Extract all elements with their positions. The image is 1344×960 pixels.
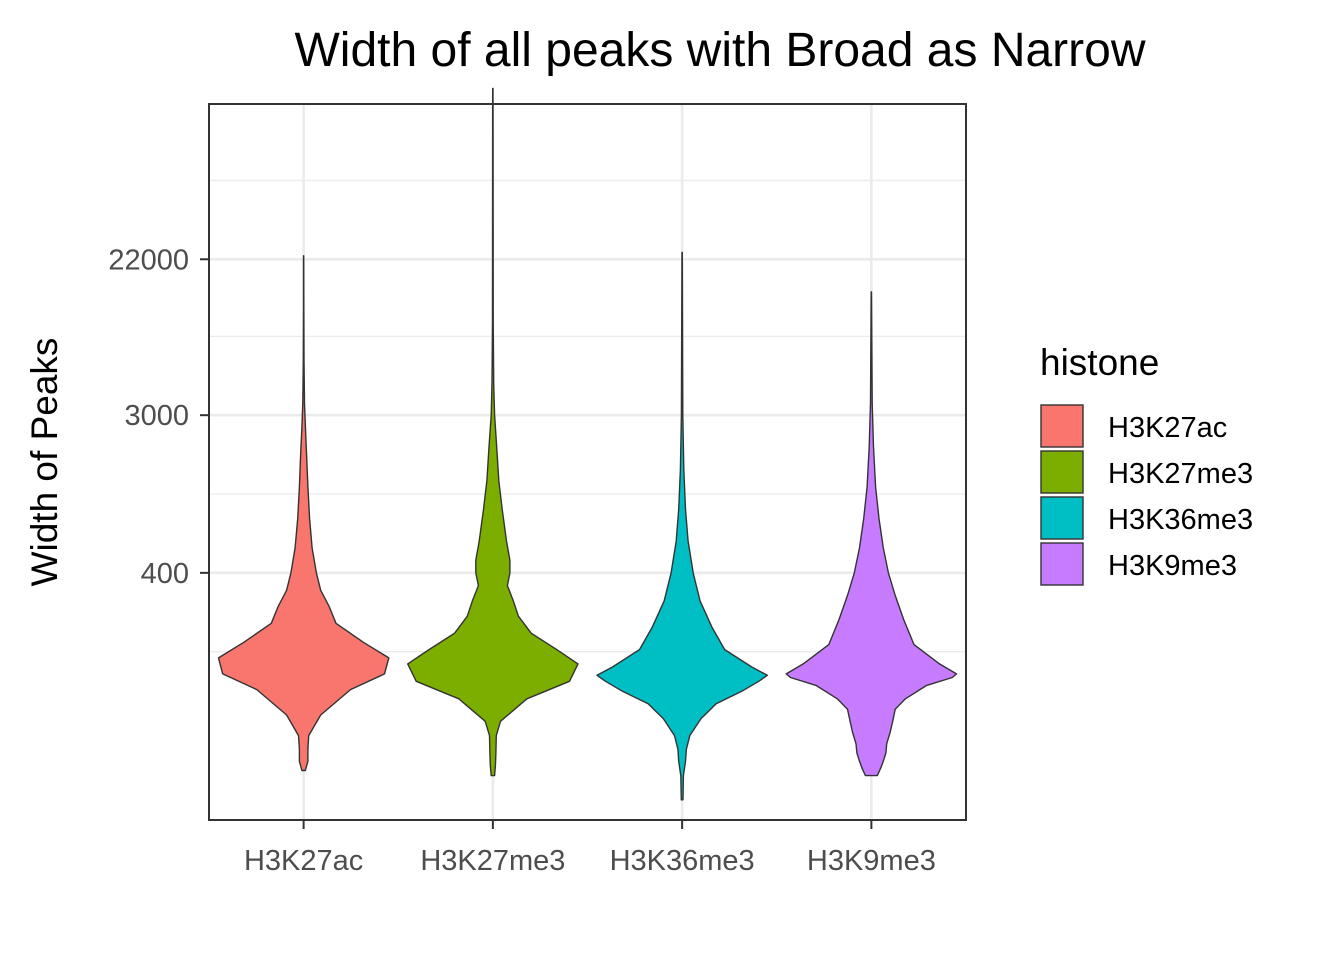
plot-panel <box>208 87 967 821</box>
panel-border <box>208 103 967 821</box>
chart-title: Width of all peaks with Broad as Narrow <box>294 24 1145 77</box>
legend-label: H3K36me3 <box>1108 504 1253 536</box>
legend-items: H3K27ac H3K27me3 H3K36me3 H3K9me3 <box>1040 404 1253 586</box>
x-tick-label: H3K36me3 <box>610 845 755 877</box>
legend-swatch <box>1040 450 1084 494</box>
x-tick-label: H3K27me3 <box>420 845 565 877</box>
y-axis-title: Width of Peaks <box>24 338 65 587</box>
y-axis: 400 3000 22000 <box>108 244 209 590</box>
violin-h3k27me3 <box>407 87 579 777</box>
x-axis: H3K27ac H3K27me3 H3K36me3 H3K9me3 <box>244 820 936 877</box>
violin-h3k36me3 <box>596 251 768 801</box>
legend-label: H3K27ac <box>1108 412 1227 444</box>
legend: histone H3K27ac H3K27me3 H3K36me3 H3K9me3 <box>1040 342 1253 586</box>
legend-swatch <box>1040 542 1084 586</box>
x-tick-label: H3K9me3 <box>807 845 936 877</box>
legend-swatch <box>1040 404 1084 448</box>
y-tick-label: 3000 <box>124 400 189 432</box>
violins <box>217 87 958 801</box>
y-tick-label: 400 <box>141 558 189 590</box>
legend-title: histone <box>1040 342 1159 383</box>
violin-h3k9me3 <box>785 291 958 777</box>
legend-swatch <box>1040 496 1084 540</box>
legend-label: H3K27me3 <box>1108 458 1253 490</box>
legend-label: H3K9me3 <box>1108 550 1237 582</box>
y-tick-label: 22000 <box>108 244 189 276</box>
x-tick-label: H3K27ac <box>244 845 363 877</box>
violin-h3k27ac <box>217 255 390 772</box>
